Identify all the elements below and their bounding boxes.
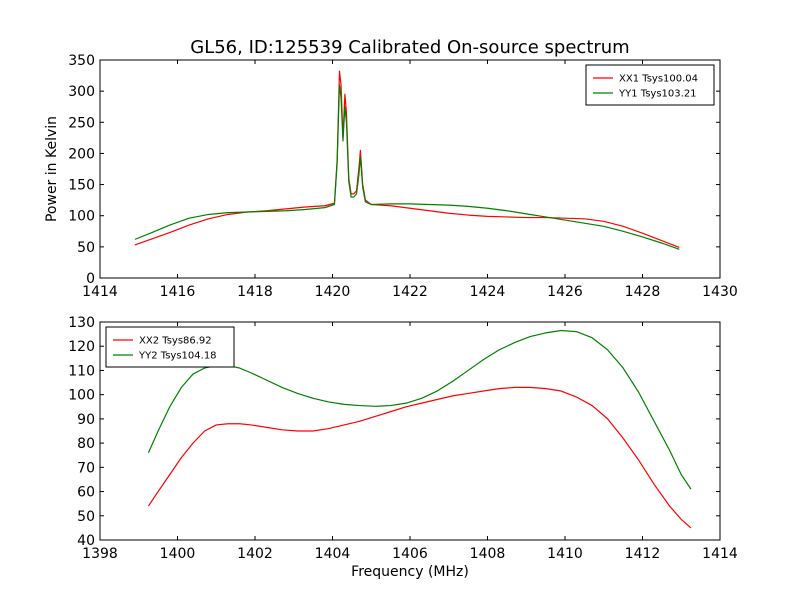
x-tick-label-0-6: 1426 [547,284,583,300]
y-tick-label-0-2: 100 [68,209,95,225]
legend-0: XX1 Tsys100.04 YY1 Tsys103.21 [585,64,715,106]
y-tick-label-1-4: 80 [77,436,95,452]
x-tick-label-1-1: 1400 [160,546,196,562]
legend-label-0-0: XX1 Tsys100.04 [619,74,698,85]
x-tick-label-0-5: 1424 [470,284,506,300]
y-tick-label-1-0: 40 [77,533,95,549]
x-tick-label-0-2: 1418 [237,284,273,300]
y-tick-label-0-5: 250 [68,115,95,131]
bottom-x-axis-label: Frequency (MHz) [351,564,469,580]
y-tick-label-1-6: 100 [68,388,95,404]
y-tick-label-0-0: 0 [86,271,95,287]
x-tick-label-1-8: 1414 [702,546,738,562]
x-tick-label-0-8: 1430 [702,284,738,300]
x-tick-label-0-1: 1416 [160,284,196,300]
y-tick-label-1-8: 120 [68,339,95,355]
legend-box-1 [105,326,235,368]
y-tick-label-1-9: 130 [68,315,95,331]
legend-1: XX2 Tsys86.92 YY2 Tsys104.18 [105,326,235,368]
x-tick-label-0-7: 1428 [625,284,661,300]
y-axis-label-0: Power in Kelvin [44,116,60,222]
y-tick-label-0-7: 350 [68,53,95,69]
legend-box-0 [585,64,715,106]
legend-label-1-1: YY2 Tsys104.18 [138,351,217,362]
y-tick-label-1-3: 70 [77,460,95,476]
x-tick-label-1-6: 1410 [547,546,583,562]
y-tick-label-1-5: 90 [77,412,95,428]
x-tick-label-0-0: 1414 [82,284,118,300]
y-tick-label-0-3: 150 [68,178,95,194]
y-tick-label-1-1: 50 [77,509,95,525]
x-tick-label-1-7: 1412 [625,546,661,562]
x-tick-label-1-2: 1402 [237,546,273,562]
figure-title: GL56, ID:125539 Calibrated On-source spe… [190,37,629,58]
legend-label-1-0: XX2 Tsys86.92 [139,336,212,347]
y-tick-label-0-1: 50 [77,240,95,256]
x-tick-label-1-4: 1406 [392,546,428,562]
series-line-1-0 [147,386,692,529]
x-tick-label-1-0: 1398 [82,546,118,562]
y-tick-label-1-7: 110 [68,363,95,379]
x-tick-label-1-3: 1404 [315,546,351,562]
legend-label-0-1: YY1 Tsys103.21 [618,89,697,100]
x-tick-label-1-5: 1408 [470,546,506,562]
y-tick-label-0-4: 200 [68,146,95,162]
bottom-panel-xx2-yy2: 1398 1400 1402 1404 1406 1408 1410 1412 1414 40 50… [68,315,738,562]
x-tick-label-0-3: 1420 [315,284,351,300]
y-tick-label-0-6: 300 [68,84,95,100]
x-tick-label-0-4: 1422 [392,284,428,300]
top-panel-xx1-yy1: 1414 1416 1418 1420 1422 1424 1426 1428 1430 0 50 1… [44,53,738,300]
y-tick-label-1-2: 60 [77,485,95,501]
series-line-0-1 [134,84,680,250]
